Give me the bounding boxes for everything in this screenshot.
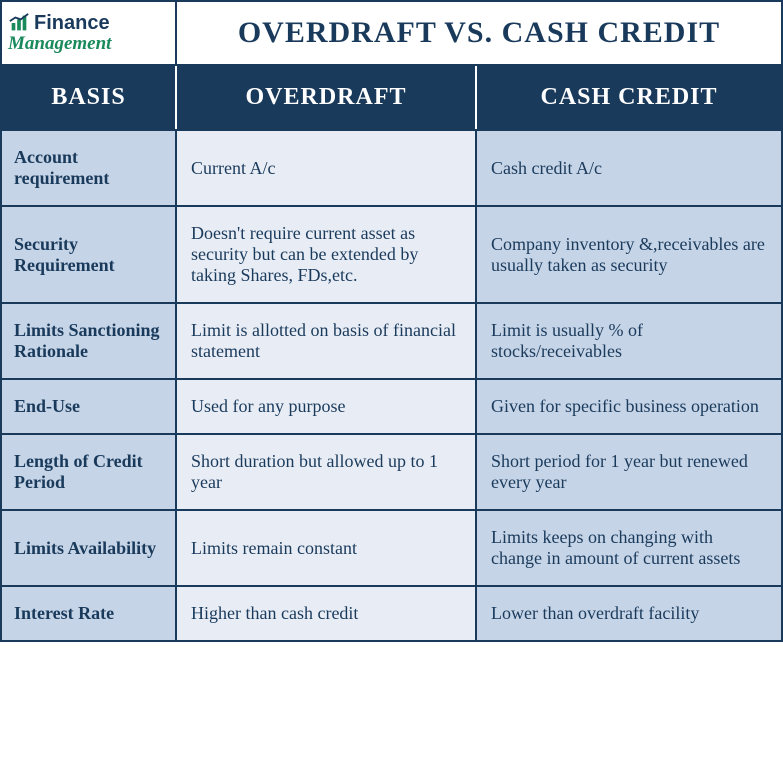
cashcredit-cell: Given for specific business operation	[477, 380, 781, 433]
table-row: Limits AvailabilityLimits remain constan…	[2, 509, 781, 585]
basis-cell: Account requirement	[2, 131, 177, 205]
title-row: Finance Management OVERDRAFT VS. CASH CR…	[2, 2, 781, 66]
basis-cell: Limits Availability	[2, 511, 177, 585]
table-row: Limits Sanctioning RationaleLimit is all…	[2, 302, 781, 378]
table-header-row: BASIS OVERDRAFT CASH CREDIT	[2, 66, 781, 129]
overdraft-cell: Limit is allotted on basis of financial …	[177, 304, 477, 378]
table-row: Length of Credit PeriodShort duration bu…	[2, 433, 781, 509]
table-body: Account requirementCurrent A/cCash credi…	[2, 129, 781, 640]
finance-logo-icon	[8, 12, 30, 34]
title-cell: OVERDRAFT VS. CASH CREDIT	[177, 2, 781, 64]
page-title: OVERDRAFT VS. CASH CREDIT	[238, 16, 720, 50]
logo-line1: Finance	[8, 12, 169, 35]
overdraft-cell: Current A/c	[177, 131, 477, 205]
cashcredit-cell: Company inventory &,receivables are usua…	[477, 207, 781, 302]
overdraft-cell: Limits remain constant	[177, 511, 477, 585]
table-row: Interest RateHigher than cash creditLowe…	[2, 585, 781, 640]
header-overdraft: OVERDRAFT	[177, 66, 477, 129]
overdraft-cell: Higher than cash credit	[177, 587, 477, 640]
header-basis: BASIS	[2, 66, 177, 129]
overdraft-cell: Used for any purpose	[177, 380, 477, 433]
logo-text-finance: Finance	[34, 12, 110, 35]
basis-cell: Length of Credit Period	[2, 435, 177, 509]
basis-cell: Limits Sanctioning Rationale	[2, 304, 177, 378]
cashcredit-cell: Lower than overdraft facility	[477, 587, 781, 640]
logo-cell: Finance Management	[2, 2, 177, 64]
table-row: Security RequirementDoesn't require curr…	[2, 205, 781, 302]
comparison-table: Finance Management OVERDRAFT VS. CASH CR…	[0, 0, 783, 642]
overdraft-cell: Doesn't require current asset as securit…	[177, 207, 477, 302]
table-row: Account requirementCurrent A/cCash credi…	[2, 129, 781, 205]
basis-cell: Interest Rate	[2, 587, 177, 640]
table-row: End-UseUsed for any purposeGiven for spe…	[2, 378, 781, 433]
cashcredit-cell: Cash credit A/c	[477, 131, 781, 205]
basis-cell: Security Requirement	[2, 207, 177, 302]
cashcredit-cell: Limit is usually % of stocks/receivables	[477, 304, 781, 378]
header-cashcredit: CASH CREDIT	[477, 66, 781, 129]
basis-cell: End-Use	[2, 380, 177, 433]
cashcredit-cell: Short period for 1 year but renewed ever…	[477, 435, 781, 509]
cashcredit-cell: Limits keeps on changing with change in …	[477, 511, 781, 585]
logo-text-management: Management	[8, 33, 169, 55]
overdraft-cell: Short duration but allowed up to 1 year	[177, 435, 477, 509]
